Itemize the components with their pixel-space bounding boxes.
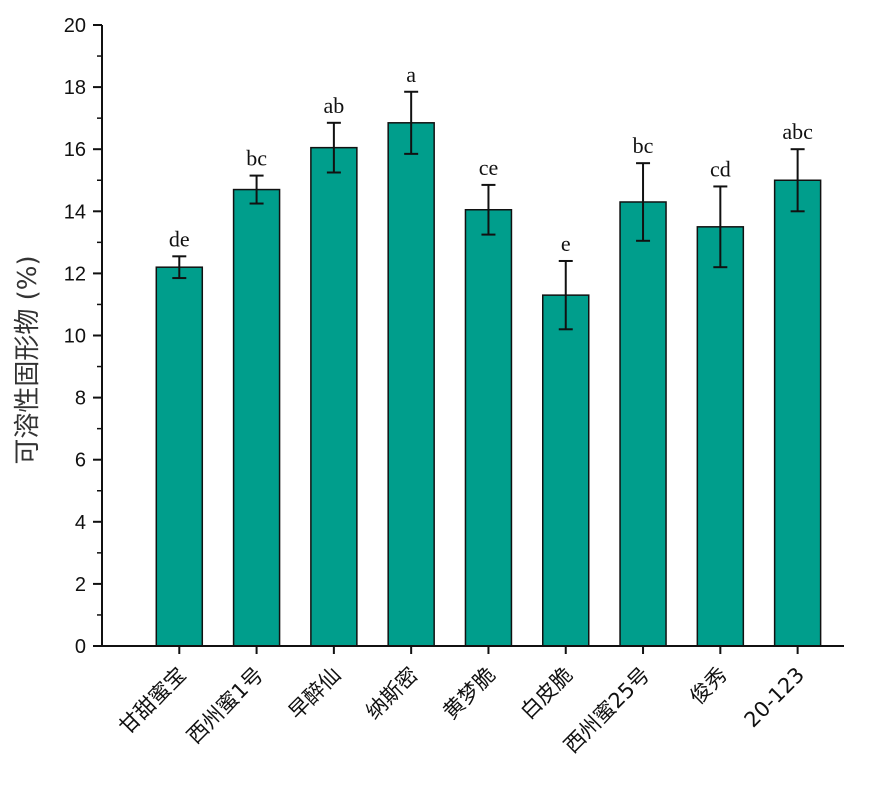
y-tick-label: 0	[75, 636, 86, 658]
significance-label: bc	[633, 133, 654, 158]
bar	[155, 266, 204, 647]
y-tick-label: 2	[75, 574, 86, 596]
significance-label: abc	[782, 119, 813, 144]
significance-label: ab	[323, 93, 344, 118]
x-tick-label: 早醉仙	[284, 663, 346, 725]
bar	[619, 201, 667, 647]
bar	[773, 179, 822, 647]
x-tick-label: 西州蜜1号	[182, 663, 268, 749]
x-tick-label: 甘甜蜜宝	[114, 663, 190, 739]
y-tick-label: 10	[64, 326, 86, 348]
x-tick-label: 纳斯密	[361, 663, 423, 725]
y-tick-label: 16	[64, 139, 86, 161]
significance-label: de	[169, 226, 190, 251]
significance-label: ce	[479, 155, 499, 180]
bar	[542, 294, 590, 647]
y-tick-label: 12	[64, 263, 86, 285]
bar	[387, 122, 435, 647]
bar	[696, 226, 745, 647]
y-tick-label: 4	[75, 512, 86, 534]
significance-label: cd	[710, 156, 731, 181]
bar	[464, 208, 513, 647]
significance-label: bc	[246, 146, 267, 171]
y-tick-label: 18	[64, 77, 86, 99]
y-tick-label: 14	[64, 201, 86, 223]
bar	[232, 188, 281, 647]
significance-label: e	[561, 231, 571, 256]
x-tick-label: 20-123	[740, 663, 810, 733]
y-tick-label: 8	[75, 388, 86, 410]
bar	[310, 146, 358, 647]
x-tick-label: 黄梦脆	[438, 663, 500, 725]
y-tick-label: 20	[64, 15, 86, 37]
significance-label: a	[406, 62, 416, 87]
x-tick-label: 白皮脆	[516, 663, 578, 725]
y-tick-label: 6	[75, 450, 86, 472]
y-axis-title: 可溶性固形物 (%)	[13, 255, 43, 464]
x-tick-label: 俊秀	[685, 663, 732, 710]
